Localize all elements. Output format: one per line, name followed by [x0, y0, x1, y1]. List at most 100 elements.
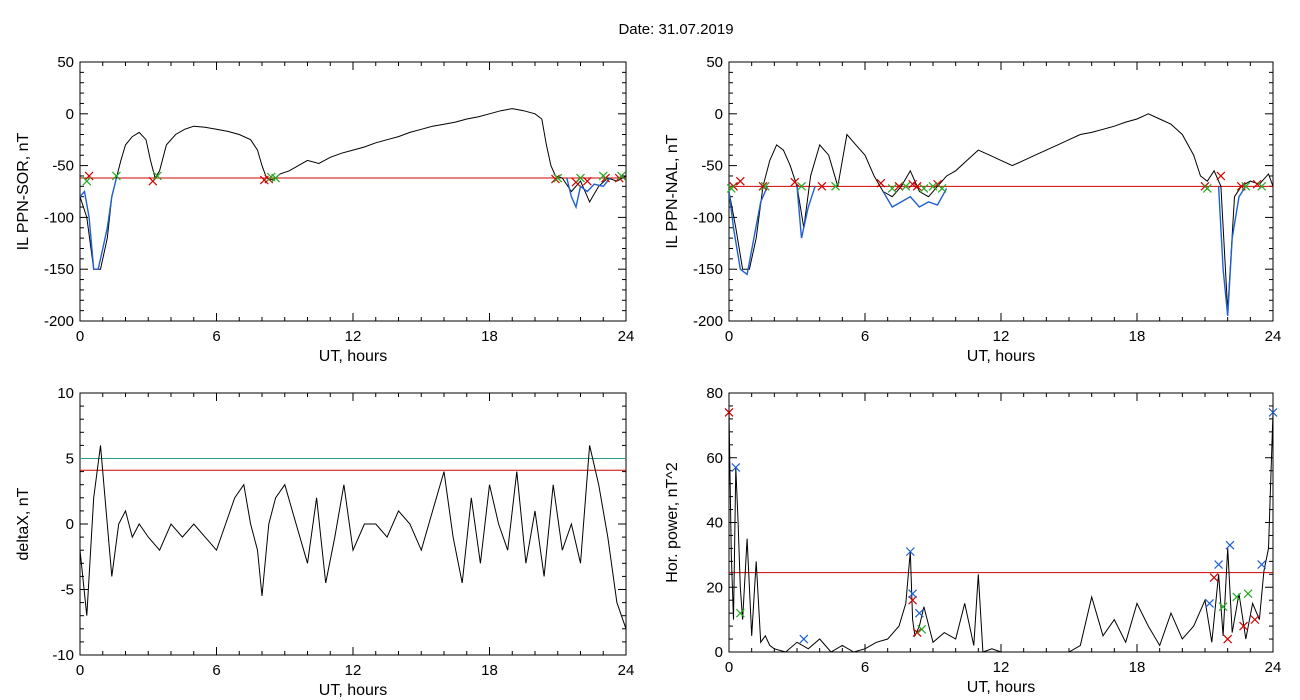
data-point-marker [271, 173, 281, 183]
data-point-marker [919, 183, 929, 193]
x-tick-label: 24 [618, 328, 635, 345]
y-tick-label: -100 [44, 209, 74, 226]
data-point-marker [1209, 573, 1219, 582]
y-tick-label: 40 [706, 515, 723, 532]
x-tick-label: 0 [725, 328, 733, 345]
data-point-marker [758, 181, 768, 191]
data-point-marker [1216, 171, 1226, 181]
panel-deltax: 0 6 12 18 24 -10 -5 0 5 10 UT, hours deltaX, nT [15, 385, 634, 699]
data-point-marker [1250, 615, 1260, 625]
data-point-marker [582, 176, 592, 186]
series-line [80, 445, 626, 629]
panel-ppn-nal: 0 6 12 18 24 -200 -150 -100 -50 0 50 UT, hours IL PP… [664, 54, 1281, 365]
data-point-marker [887, 183, 897, 193]
series-line [729, 186, 769, 276]
data-point-marker [905, 547, 915, 557]
data-point-marker [1241, 181, 1251, 191]
data-point-marker [937, 183, 947, 193]
data-point-marker [1214, 560, 1224, 570]
plot-frame [728, 392, 1274, 653]
x-tick-label: 6 [861, 659, 869, 676]
y-tick-label: 10 [57, 385, 74, 402]
series-line [80, 177, 118, 270]
x-tick-label: 6 [212, 662, 220, 679]
y-tick-label: -10 [52, 647, 74, 664]
y-tick-label: -50 [701, 158, 723, 175]
data-point-marker [598, 171, 608, 181]
x-tick-label: 18 [481, 662, 498, 679]
x-axis-label: UT, hours [319, 682, 387, 699]
series-line [80, 108, 626, 270]
plot-area [80, 445, 626, 629]
panel-hor-power: 0 6 12 18 24 0 20 40 60 80 UT, hours Hor. power, nT… [664, 385, 1281, 696]
data-point-marker [760, 181, 770, 191]
data-point-marker [617, 171, 626, 181]
data-point-marker [1257, 181, 1267, 191]
y-axis-label: IL PPN-NAL, nT [664, 134, 681, 248]
x-tick-label: 0 [76, 328, 84, 345]
y-tick-label: 5 [66, 451, 74, 468]
y-tick-label: 0 [715, 106, 723, 123]
data-point-marker [817, 181, 827, 191]
x-axis-label: UT, hours [967, 348, 1035, 365]
data-point-marker [908, 179, 918, 189]
plot-frame [79, 392, 627, 656]
series-line [1217, 185, 1247, 316]
data-point-marker [894, 181, 904, 191]
data-point-marker [876, 178, 886, 188]
data-point-marker [1268, 408, 1278, 417]
x-tick-label: 24 [618, 662, 635, 679]
x-tick-label: 0 [76, 662, 84, 679]
data-point-marker [901, 181, 911, 191]
plot-area [729, 113, 1273, 316]
data-point-marker [912, 628, 922, 637]
x-tick-label: 18 [481, 328, 498, 345]
data-point-marker [82, 176, 92, 186]
x-tick-label: 6 [212, 328, 220, 345]
y-tick-label: 20 [706, 579, 723, 596]
x-tick-label: 12 [993, 328, 1010, 345]
y-tick-label: -5 [61, 582, 74, 599]
x-tick-label: 18 [1129, 659, 1146, 676]
data-point-marker [1232, 592, 1242, 602]
data-point-marker [917, 624, 927, 634]
plot-frame [728, 61, 1274, 322]
x-tick-label: 12 [993, 659, 1010, 676]
data-point-marker [731, 463, 741, 472]
y-tick-label: 60 [706, 450, 723, 467]
data-point-marker [928, 181, 938, 191]
data-point-marker [831, 181, 840, 191]
x-tick-label: 12 [345, 662, 362, 679]
y-tick-label: 0 [66, 106, 74, 123]
y-tick-label: -50 [52, 158, 74, 175]
y-axis-label: Hor. power, nT^2 [664, 462, 681, 583]
plot-area [729, 412, 1273, 652]
page-title: Date: 31.07.2019 [618, 21, 733, 38]
data-point-marker [1252, 179, 1262, 189]
x-tick-label: 24 [1265, 328, 1282, 345]
x-axis-label: UT, hours [967, 679, 1035, 696]
data-point-marker [553, 173, 563, 183]
y-tick-label: 0 [715, 644, 723, 661]
series-line [566, 177, 611, 210]
data-point-marker [735, 608, 745, 618]
data-point-marker [726, 183, 736, 193]
y-tick-label: -100 [693, 209, 723, 226]
data-point-marker [797, 181, 806, 191]
data-point-marker [84, 171, 94, 181]
y-tick-label: -150 [693, 261, 723, 278]
plot-area [80, 108, 626, 270]
y-tick-label: -200 [693, 313, 723, 330]
data-point-marker [152, 171, 162, 181]
data-point-marker [908, 595, 918, 605]
x-axis-label: UT, hours [319, 348, 387, 365]
data-point-marker [1243, 589, 1253, 599]
data-point-marker [1205, 599, 1214, 608]
data-point-marker [1223, 634, 1233, 644]
data-point-marker [1225, 540, 1235, 550]
x-tick-label: 12 [345, 328, 362, 345]
y-tick-label: 50 [706, 54, 723, 71]
data-point-marker [735, 176, 745, 186]
data-point-marker [1218, 602, 1228, 612]
